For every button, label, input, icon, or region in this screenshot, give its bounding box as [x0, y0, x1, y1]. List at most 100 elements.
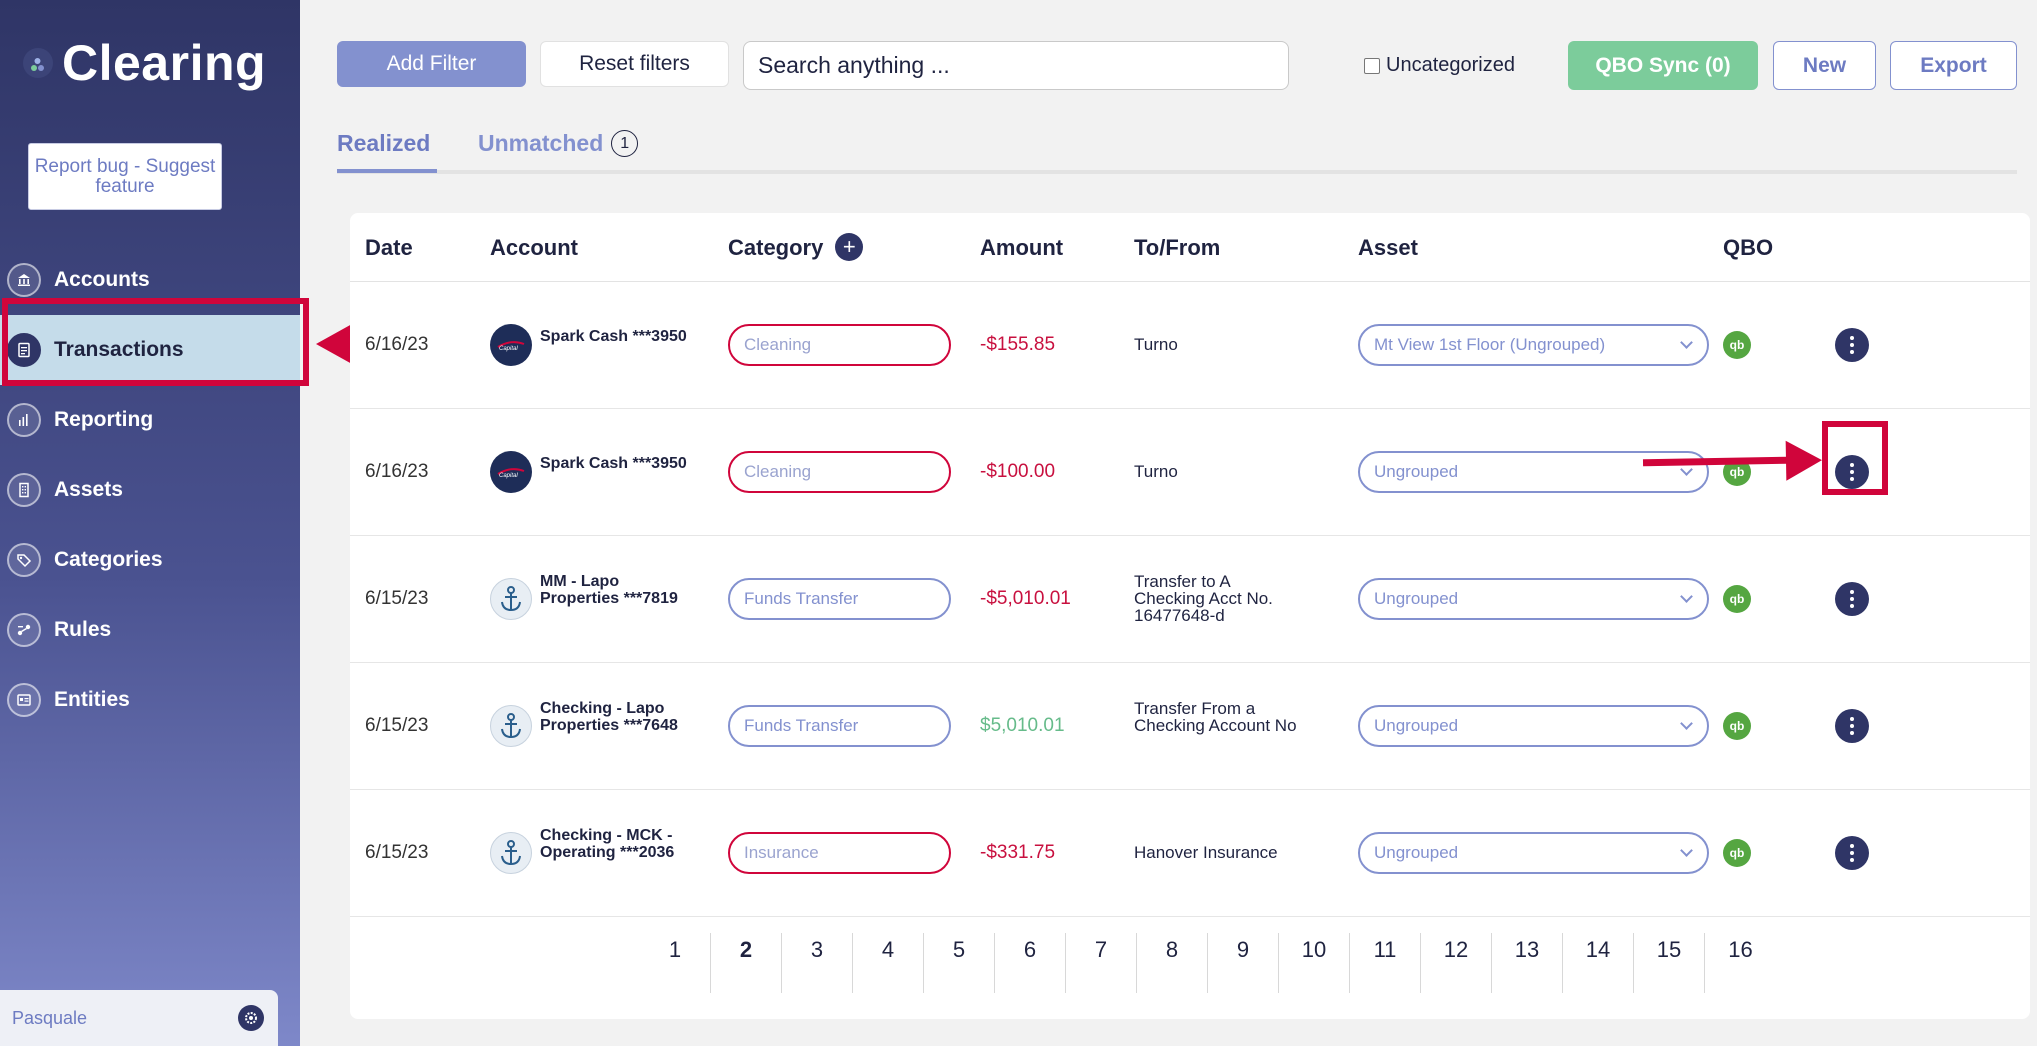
asset-select[interactable]: Ungrouped: [1358, 832, 1709, 874]
transaction-tofrom: Turno: [1134, 335, 1178, 354]
page-15[interactable]: 15: [1634, 933, 1705, 993]
sidebar-item-categories[interactable]: Categories: [0, 525, 300, 595]
document-icon: [7, 333, 41, 367]
tab-realized[interactable]: Realized: [337, 130, 438, 173]
page-7[interactable]: 7: [1066, 933, 1137, 993]
page-16[interactable]: 16: [1728, 937, 1753, 962]
column-header-account[interactable]: Account: [490, 235, 578, 260]
category-input[interactable]: Cleaning: [728, 451, 951, 493]
dot: [1850, 851, 1854, 855]
page-14[interactable]: 14: [1563, 933, 1634, 993]
transaction-amount: -$100.00: [980, 461, 1056, 482]
sidebar-item-entities[interactable]: Entities: [0, 665, 300, 735]
transaction-tofrom: Transfer From a Checking Account No: [1134, 699, 1297, 735]
sidebar-item-rules[interactable]: Rules: [0, 595, 300, 665]
page-11[interactable]: 11: [1350, 933, 1421, 993]
table-row[interactable]: 6/16/23 Capital Spark Cash ***3950 Cleaning…: [350, 409, 2030, 536]
transaction-date: 6/15/23: [365, 588, 429, 609]
add-filter-button[interactable]: Add Filter: [337, 41, 526, 87]
table-row[interactable]: 6/15/23 MM - Lapo Properties ***7819 Funds…: [350, 536, 2030, 663]
sidebar-item-reporting[interactable]: Reporting: [0, 385, 300, 455]
category-input[interactable]: Funds Transfer: [728, 705, 951, 747]
page-5[interactable]: 5: [924, 933, 995, 993]
sidebar-nav: Accounts Transactions Reporting Assets Categ…: [0, 245, 300, 735]
column-header-asset[interactable]: Asset: [1358, 235, 1418, 260]
annotation-highlight-more-button: [1822, 421, 1888, 495]
capital-one-logo-icon: Capital: [490, 451, 532, 493]
table-row[interactable]: 6/15/23 Checking - Lapo Properties ***764…: [350, 663, 2030, 790]
quickbooks-icon[interactable]: qb: [1723, 712, 1751, 740]
app-logo[interactable]: Clearing: [22, 34, 266, 92]
table-row[interactable]: 6/15/23 Checking - MCK - Operating ***203…: [350, 790, 2030, 917]
asset-select[interactable]: Mt View 1st Floor (Ungrouped): [1358, 324, 1709, 366]
more-options-button[interactable]: [1835, 455, 1869, 489]
page-2[interactable]: 2: [711, 933, 782, 993]
table-row[interactable]: 6/16/23 Capital Spark Cash ***3950 Cleaning…: [350, 282, 2030, 409]
tab-unmatched-label: Unmatched: [478, 130, 604, 156]
page-6[interactable]: 6: [995, 933, 1066, 993]
more-options-button[interactable]: [1835, 328, 1869, 362]
column-header-qbo[interactable]: QBO: [1723, 235, 1774, 260]
quickbooks-icon[interactable]: qb: [1723, 839, 1751, 867]
page-9[interactable]: 9: [1208, 933, 1279, 993]
page-8[interactable]: 8: [1137, 933, 1208, 993]
column-header-category-label: Category: [728, 235, 824, 260]
quickbooks-icon[interactable]: qb: [1723, 585, 1751, 613]
transaction-amount: -$5,010.01: [980, 588, 1071, 609]
anchor-icon: [490, 705, 532, 747]
more-options-button[interactable]: [1835, 836, 1869, 870]
gear-icon[interactable]: [238, 1005, 264, 1031]
account-name: Spark Cash ***3950: [540, 455, 687, 472]
transaction-tabs: Realized Unmatched 1: [337, 130, 2017, 174]
uncategorized-filter[interactable]: Uncategorized: [1364, 54, 1515, 77]
more-options-button[interactable]: [1835, 582, 1869, 616]
page-12[interactable]: 12: [1421, 933, 1492, 993]
header-divider: [350, 281, 2030, 282]
page-4[interactable]: 4: [853, 933, 924, 993]
column-header-date[interactable]: Date: [365, 235, 413, 260]
page-3[interactable]: 3: [782, 933, 853, 993]
uncategorized-checkbox[interactable]: [1364, 57, 1380, 74]
app-name: Clearing: [62, 35, 267, 91]
add-category-icon[interactable]: +: [835, 233, 864, 262]
quickbooks-icon[interactable]: qb: [1723, 331, 1751, 359]
more-options-button[interactable]: [1835, 709, 1869, 743]
user-bar[interactable]: Pasquale: [0, 990, 278, 1046]
category-input[interactable]: Cleaning: [728, 324, 951, 366]
transaction-amount: -$155.85: [980, 334, 1056, 355]
chevron-down-icon: [1680, 590, 1693, 603]
dot: [1850, 343, 1854, 347]
sidebar-item-assets[interactable]: Assets: [0, 455, 300, 525]
user-name: Pasquale: [12, 1007, 88, 1028]
svg-text:Capital: Capital: [499, 473, 518, 479]
tab-unmatched[interactable]: Unmatched 1: [478, 130, 639, 157]
page-13[interactable]: 13: [1492, 933, 1563, 993]
sidebar-item-transactions[interactable]: Transactions: [0, 315, 300, 385]
export-button[interactable]: Export: [1890, 41, 2017, 90]
asset-select[interactable]: Ungrouped: [1358, 705, 1709, 747]
asset-select-value: Ungrouped: [1374, 716, 1459, 735]
capital-one-logo-icon: Capital: [490, 324, 532, 366]
page-1[interactable]: 1: [640, 933, 711, 993]
column-header-category[interactable]: Category +: [728, 233, 864, 263]
qbo-sync-button[interactable]: QBO Sync (0): [1568, 41, 1758, 90]
sidebar-item-label: Assets: [54, 478, 123, 501]
dot: [1850, 844, 1854, 848]
search-input[interactable]: [743, 41, 1289, 90]
new-button[interactable]: New: [1773, 41, 1876, 90]
column-header-amount[interactable]: Amount: [980, 235, 1064, 260]
asset-select[interactable]: Ungrouped: [1358, 578, 1709, 620]
asset-select-value: Ungrouped: [1374, 589, 1459, 608]
transaction-date: 6/16/23: [365, 461, 429, 482]
transaction-tofrom: Hanover Insurance: [1134, 843, 1278, 862]
asset-select[interactable]: Ungrouped: [1358, 451, 1709, 493]
category-input[interactable]: Funds Transfer: [728, 578, 951, 620]
column-header-tofrom[interactable]: To/From: [1134, 235, 1221, 260]
page-10[interactable]: 10: [1279, 933, 1350, 993]
reset-filters-button[interactable]: Reset filters: [540, 41, 729, 87]
anchor-icon: [490, 578, 532, 620]
category-input[interactable]: Insurance: [728, 832, 951, 874]
sidebar-item-accounts[interactable]: Accounts: [0, 245, 300, 315]
report-bug-button[interactable]: Report bug - Suggest feature: [28, 143, 222, 210]
dot: [1850, 597, 1854, 601]
